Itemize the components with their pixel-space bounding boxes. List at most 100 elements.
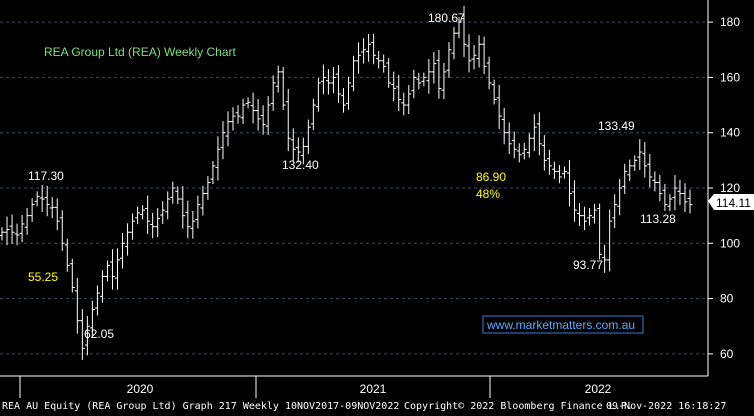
- ohlc-bar: [607, 209, 613, 272]
- ohlc-bar: [320, 64, 326, 95]
- ohlc-bar: [471, 45, 477, 70]
- ohlc-bar: [446, 42, 452, 78]
- ohlc-bar: [190, 210, 196, 239]
- ohlc-bar: [582, 206, 588, 231]
- footer-security-info: REA AU Equity (REA Group Ltd) Graph 217 …: [2, 401, 400, 412]
- ohlc-bar: [44, 185, 50, 217]
- ohlc-bar: [346, 76, 352, 110]
- footer-copyright: Copyright© 2022 Bloomberg Finance L.P.: [404, 401, 633, 412]
- ohlc-bar: [24, 208, 30, 235]
- ohlc-bar: [682, 183, 688, 213]
- ohlc-bar: [571, 180, 577, 222]
- y-tick-label: 120: [720, 181, 740, 195]
- y-tick-label: 160: [720, 70, 740, 84]
- ohlc-bar: [315, 77, 321, 112]
- ohlc-bar: [577, 203, 583, 226]
- last-price-box: [708, 194, 754, 210]
- y-tick-label: 180: [720, 15, 740, 29]
- ohlc-bar: [325, 69, 331, 95]
- ohlc-bar: [74, 277, 80, 334]
- ohlc-bar: [627, 159, 633, 182]
- ohlc-bar: [612, 194, 618, 229]
- ohlc-bar: [59, 210, 65, 251]
- ohlc-bar: [295, 137, 301, 163]
- annotation-label: 117.30: [28, 169, 64, 183]
- ohlc-bar: [541, 135, 547, 171]
- ohlc-bar: [401, 92, 407, 116]
- ohlc-bar: [451, 26, 457, 60]
- ohlc-bar: [441, 62, 447, 100]
- ohlc-bar: [49, 197, 55, 219]
- ohlc-bar: [481, 36, 487, 74]
- ohlc-bar: [431, 51, 437, 84]
- watermark-text: www.marketmatters.com.au: [486, 318, 635, 332]
- ohlc-bar: [270, 75, 276, 112]
- ohlc-bar: [79, 309, 85, 360]
- ohlc-bar: [371, 33, 377, 65]
- ohlc-bar: [652, 171, 658, 192]
- ohlc-bar: [526, 133, 532, 158]
- ohlc-bar: [330, 67, 336, 94]
- ohlc-bar: [381, 54, 387, 73]
- ohlc-bar: [195, 195, 201, 229]
- ohlc-bar: [165, 191, 171, 220]
- ohlc-bar: [155, 208, 161, 237]
- ohlc-bar: [561, 166, 567, 179]
- ohlc-bar: [19, 214, 25, 243]
- ohlc-bar: [120, 233, 126, 269]
- ohlc-bar: [64, 238, 70, 272]
- x-axis-labels: 2020 2021 2022: [19, 376, 612, 398]
- ohlc-bar: [4, 216, 10, 246]
- ohlc-bar: [406, 85, 412, 115]
- ohlc-bar: [486, 56, 492, 90]
- ohlc-bar: [637, 139, 643, 170]
- ohlc-bar: [592, 203, 598, 224]
- ohlc-bar: [386, 58, 392, 88]
- ohlc-bar: [99, 270, 105, 303]
- y-tick-label: 80: [720, 292, 734, 306]
- ohlc-bar: [426, 58, 432, 94]
- y-axis-ticks: 60 80 100 120 140 160 180: [708, 15, 740, 361]
- ohlc-bar: [421, 72, 427, 87]
- ohlc-bar: [476, 35, 482, 68]
- ohlc-bar: [265, 96, 271, 136]
- ohlc-bar: [275, 65, 281, 93]
- ohlc-bar: [672, 175, 678, 211]
- ohlc-bar: [566, 160, 572, 207]
- ohlc-bar: [667, 194, 673, 212]
- ohlc-bar: [632, 155, 638, 171]
- ohlc-bar: [521, 142, 527, 160]
- ohlc-bar: [416, 72, 422, 90]
- ohlc-bar: [516, 143, 522, 163]
- ohlc-bar: [34, 191, 40, 207]
- ohlc-bar: [160, 201, 166, 225]
- ohlc-bar: [94, 285, 100, 316]
- ohlc-bar: [9, 214, 15, 244]
- annotation-label: 132.40: [282, 158, 319, 172]
- ohlc-bar: [89, 300, 95, 337]
- price-bars: [0, 5, 693, 360]
- ohlc-bar: [546, 149, 552, 175]
- annotation-label: 93.77: [573, 258, 603, 272]
- ohlc-bar: [205, 176, 211, 200]
- ohlc-bar: [466, 34, 472, 73]
- ohlc-bar: [461, 5, 467, 58]
- ohlc-bar: [145, 195, 151, 235]
- annotation-label: 180.67: [428, 11, 465, 25]
- ohlc-bar: [130, 213, 136, 240]
- ohlc-bar: [200, 185, 206, 216]
- ohlc-bar: [235, 105, 241, 124]
- ohlc-bar: [677, 179, 683, 206]
- ohlc-bar: [657, 174, 663, 202]
- ohlc-bar: [84, 315, 90, 356]
- ohlc-bar: [290, 128, 296, 161]
- ohlc-bar: [356, 42, 362, 74]
- ohlc-bar: [622, 163, 628, 194]
- ohlc-bar: [305, 119, 311, 155]
- ohlc-bar: [135, 206, 141, 225]
- ohlc-bar: [366, 33, 372, 62]
- ohlc-bar: [511, 131, 517, 159]
- ohlc-bar: [54, 198, 60, 231]
- annotations: 117.30 55.25 62.05 132.40 180.67 86.90 48% 93.7…: [28, 11, 676, 341]
- watermark-box: [482, 315, 644, 334]
